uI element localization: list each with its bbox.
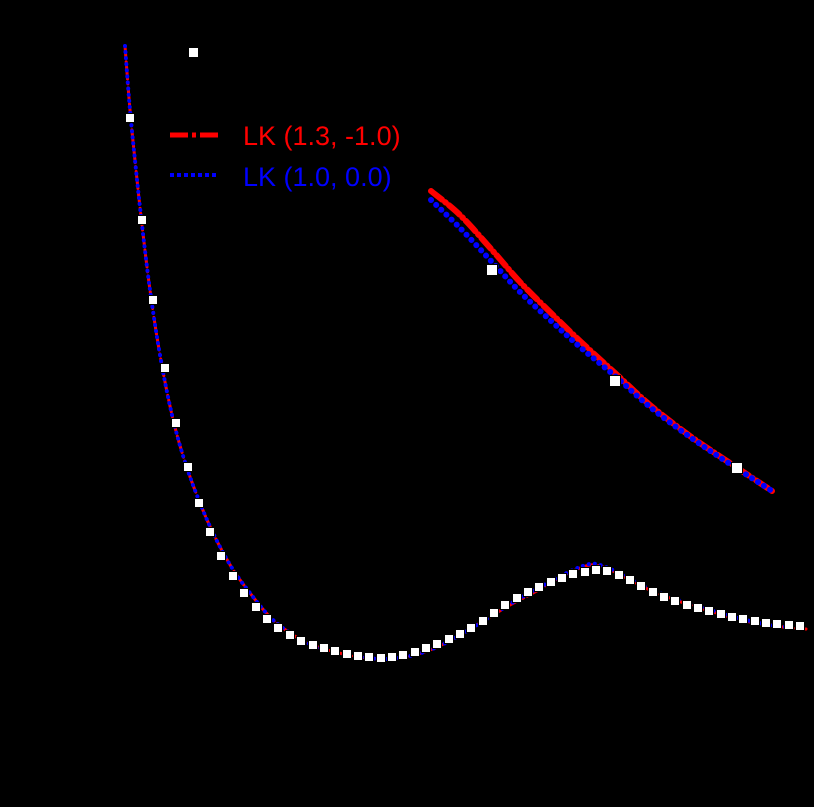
data-marker [353,651,363,661]
data-marker [251,602,261,612]
data-marker [500,600,510,610]
data-marker [784,620,794,630]
data-marker [568,569,578,579]
series-line [428,188,775,494]
data-marker [273,623,283,633]
legend-data-marker [189,48,198,57]
data-marker [609,375,621,387]
data-marker [205,527,215,537]
data-marker [716,609,726,619]
legend-label-lk-blue: LK (1.0, 0.0) [243,162,392,192]
data-marker [523,587,533,597]
data-marker [183,462,193,472]
data-marker [750,616,760,626]
data-marker [534,582,544,592]
data-marker [148,295,158,305]
data-marker [731,462,743,474]
data-marker [125,113,135,123]
data-marker [478,616,488,626]
data-marker [376,653,386,663]
data-marker [693,603,703,613]
data-marker [670,596,680,606]
legend-entry-lk-red: LK (1.3, -1.0) [170,121,401,151]
data-marker [160,363,170,373]
data-marker [194,498,204,508]
data-marker [330,646,340,656]
data-marker [648,587,658,597]
data-marker [512,593,522,603]
data-marker [625,575,635,585]
data-marker [296,636,306,646]
data-marker [602,566,612,576]
data-marker [398,650,408,660]
data-marker [591,565,601,575]
data-marker [216,551,226,561]
data-marker [580,567,590,577]
legend: LK (1.3, -1.0) LK (1.0, 0.0) [170,48,401,192]
data-marker [421,643,431,653]
data-marker [364,652,374,662]
upper-panel-lines [428,188,775,494]
data-marker [636,581,646,591]
data-marker [410,647,420,657]
data-marker [738,614,748,624]
data-marker [444,634,454,644]
data-marker [727,612,737,622]
data-marker [466,623,476,633]
data-marker [761,618,771,628]
data-marker [308,640,318,650]
data-marker [262,614,272,624]
data-marker [659,592,669,602]
series-line [428,197,775,494]
data-marker [682,600,692,610]
data-marker [772,619,782,629]
data-marker [285,630,295,640]
data-marker [486,264,498,276]
legend-label-lk-red: LK (1.3, -1.0) [243,121,401,151]
legend-entry-lk-blue: LK (1.0, 0.0) [170,162,392,192]
data-marker [387,652,397,662]
data-marker [432,639,442,649]
data-marker [704,606,714,616]
data-marker [239,588,249,598]
data-marker [171,418,181,428]
data-marker [319,643,329,653]
main-panel-data-markers [125,113,805,663]
data-marker [228,571,238,581]
data-marker [342,649,352,659]
data-marker [795,621,805,631]
data-marker [455,629,465,639]
data-marker [137,215,147,225]
data-marker [614,570,624,580]
data-marker [546,577,556,587]
data-marker [557,573,567,583]
data-marker [489,608,499,618]
upper-panel-data-markers [486,264,743,474]
